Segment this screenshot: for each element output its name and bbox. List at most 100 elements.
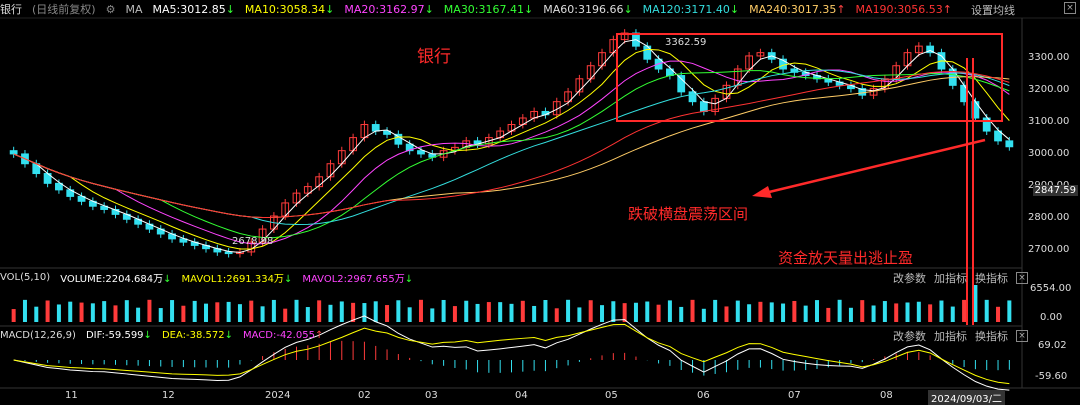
vol-switch-indicator-button[interactable]: 换指标 <box>975 272 1008 285</box>
trough-label: 2678.98 <box>232 236 274 247</box>
vol-value: VOLUME:2204.684万↓ <box>60 273 172 285</box>
volume-bar <box>814 300 819 322</box>
volume-bar <box>418 299 423 322</box>
volume-bar <box>464 300 469 322</box>
volume-bar <box>633 302 638 322</box>
volume-bar <box>407 307 412 322</box>
volume-bar <box>905 302 910 322</box>
volume-bar <box>645 301 650 322</box>
vol-edit-params-button[interactable]: 改参数 <box>893 272 926 285</box>
volume-bar <box>724 306 729 322</box>
macd-switch-indicator-button[interactable]: 换指标 <box>975 330 1008 343</box>
time-label: 12 <box>162 390 175 401</box>
sector-name: 银行 <box>0 3 22 16</box>
volume-bar <box>102 301 107 322</box>
close-icon-top[interactable]: × <box>1056 2 1076 14</box>
vol-add-indicator-button[interactable]: 加指标 <box>934 272 967 285</box>
volume-bar <box>543 300 548 322</box>
ma-line <box>13 70 1010 218</box>
macd-add-indicator-button[interactable]: 加指标 <box>934 330 967 343</box>
volume-bar <box>45 300 50 322</box>
sector-annotation: 银行 <box>417 47 451 67</box>
volume-bar <box>305 307 310 322</box>
candle-body <box>303 186 312 194</box>
volume-bar <box>79 302 84 322</box>
ma-line <box>13 48 1010 250</box>
macd-edit-params-button[interactable]: 改参数 <box>893 330 926 343</box>
vol-close-icon[interactable]: × <box>1016 272 1028 284</box>
ma-list: MA5:3012.85↓ MA10:3058.34↓ MA20:3162.97↓ MA… <box>152 3 962 16</box>
macd-buttons: 改参数 加指标 换指标 × <box>885 328 1028 344</box>
price-tick: 3100.00 <box>1028 116 1070 127</box>
vol-tick-bottom: 0.00 <box>1040 312 1063 323</box>
candle-body <box>982 117 991 132</box>
gear-icon[interactable]: ⚙ <box>105 2 116 16</box>
volume-bar <box>894 303 899 322</box>
time-label: 07 <box>788 390 801 401</box>
ma-item: MA10:3058.34↓ <box>244 2 335 16</box>
macd-header: MACD(12,26,9) DIF:-59.599↓ DEA:-38.572↓ … <box>0 328 333 342</box>
volume-bar <box>769 302 774 322</box>
annotation-arrow <box>764 138 986 195</box>
mavol2: MAVOL2:2967.655万↓ <box>302 273 414 285</box>
settings-button[interactable]: 设置均线 <box>971 4 1015 17</box>
volume-bar <box>124 300 129 322</box>
candle-body <box>1005 140 1014 148</box>
volume-bar <box>656 304 661 322</box>
candle-body <box>745 55 754 70</box>
candle-body <box>688 91 697 103</box>
volume-bar <box>136 307 141 322</box>
volume-bar <box>701 308 706 322</box>
volume-bar <box>226 301 231 322</box>
volume-bar <box>973 285 978 322</box>
volume-bar <box>667 300 672 322</box>
volume-bar <box>792 300 797 322</box>
candle-body <box>224 251 233 255</box>
volume-bar <box>441 299 446 322</box>
volume-bar <box>882 301 887 322</box>
macd-title: MACD(12,26,9) <box>0 329 76 341</box>
volume-bar <box>747 304 752 322</box>
time-label: 06 <box>697 390 710 401</box>
dif-value: DIF:-59.599↓ <box>85 329 152 341</box>
time-label: 03 <box>425 390 438 401</box>
ma-item: MA60:3196.66↓ <box>543 2 633 16</box>
price-tick: 3200.00 <box>1028 84 1070 95</box>
candle-body <box>926 45 935 54</box>
volume-bar <box>90 303 95 322</box>
volume-bar <box>68 301 73 322</box>
candle-body <box>405 143 414 152</box>
candle-body <box>699 101 708 112</box>
volume-annotation: 资金放天量出逃止盈 <box>778 249 914 267</box>
volume-bar <box>713 299 718 322</box>
price-tick: 3300.00 <box>1028 52 1070 63</box>
time-label: 2024 <box>265 390 291 401</box>
volume-bar <box>147 299 152 322</box>
macd-line <box>13 315 1010 391</box>
candle-body <box>575 78 584 93</box>
vol-title: VOL(5,10) <box>0 271 51 283</box>
time-label: 11 <box>65 390 78 401</box>
volume-bar <box>328 304 333 322</box>
candle-body <box>383 130 391 135</box>
volume-bar <box>996 306 1001 322</box>
macd-close-icon[interactable]: × <box>1016 330 1028 342</box>
ma-item: MA120:3171.40↓ <box>642 2 740 16</box>
ma-item: MA30:3167.41↓ <box>443 2 534 16</box>
candle-body <box>394 133 403 145</box>
time-label: 02 <box>358 390 371 401</box>
candle-body <box>9 150 18 155</box>
volume-bar <box>373 301 378 322</box>
volume-bar <box>928 304 933 322</box>
volume-bar <box>509 303 514 322</box>
price-tick: 2700.00 <box>1028 244 1070 255</box>
arrow-head-icon <box>752 186 772 198</box>
volume-bar <box>600 305 605 322</box>
volume-bar <box>452 306 457 322</box>
volume-bar <box>781 303 786 322</box>
ma-item: MA20:3162.97↓ <box>344 2 434 16</box>
volume-bar <box>962 299 967 322</box>
volume-bar <box>679 306 684 322</box>
volume-bar <box>34 306 39 322</box>
